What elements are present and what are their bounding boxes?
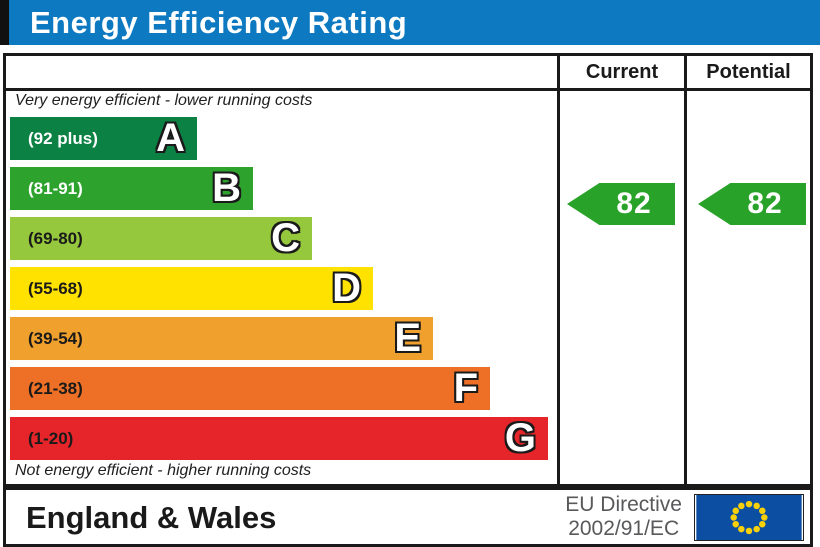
- band-range: (92 plus): [28, 128, 98, 148]
- band-letter: A: [156, 116, 185, 160]
- current-rating-value: 82: [616, 187, 652, 220]
- band-F: (21-38) F: [10, 367, 490, 410]
- potential-column-divider: [684, 56, 687, 484]
- band-range: (81-91): [28, 178, 83, 198]
- band-letter: B: [212, 166, 241, 210]
- rating-table: Current Potential Very energy efficient …: [3, 53, 813, 487]
- page-title: Energy Efficiency Rating: [30, 5, 408, 40]
- band-A: (92 plus) A: [10, 117, 197, 160]
- top-note: Very energy efficient - lower running co…: [15, 92, 313, 109]
- potential-rating-value: 82: [747, 187, 783, 220]
- band-letter: D: [332, 266, 361, 310]
- band-range: (21-38): [28, 378, 83, 398]
- title-bar: Energy Efficiency Rating: [0, 0, 820, 45]
- eu-directive-label: EU Directive 2002/91/EC: [565, 493, 682, 541]
- current-rating-arrow: 82: [567, 183, 675, 225]
- current-column-header: Current: [585, 61, 659, 83]
- band-range: (1-20): [28, 428, 74, 448]
- band-letter: G: [504, 416, 536, 460]
- bottom-note: Not energy efficient - higher running co…: [15, 462, 312, 479]
- potential-column-header: Potential: [706, 61, 791, 83]
- header-row: [6, 56, 810, 91]
- band-range: (39-54): [28, 328, 83, 348]
- footer: England & Wales EU Directive 2002/91/EC: [3, 487, 813, 547]
- bands: (92 plus) A (81-91) B (69-80) C (55-68) D (39-54…: [6, 56, 557, 484]
- band-letter: F: [453, 366, 478, 410]
- band-range: (69-80): [28, 228, 83, 248]
- band-range: (55-68): [28, 278, 83, 298]
- band-letter: C: [271, 216, 300, 260]
- eu-directive-line1: EU Directive: [565, 493, 682, 516]
- current-column-divider: [557, 56, 560, 484]
- band-G: (1-20) G: [10, 417, 548, 460]
- region-label: England & Wales: [26, 500, 277, 535]
- potential-rating-arrow: 82: [698, 183, 806, 225]
- band-B: (81-91) B: [10, 167, 253, 210]
- band-C: (69-80) C: [10, 217, 312, 260]
- band-E: (39-54) E: [10, 317, 433, 360]
- eu-flag-icon: [694, 494, 804, 541]
- title-left-edge: [0, 0, 9, 45]
- eu-directive-line2: 2002/91/EC: [568, 517, 680, 540]
- band-letter: E: [394, 316, 421, 360]
- band-D: (55-68) D: [10, 267, 373, 310]
